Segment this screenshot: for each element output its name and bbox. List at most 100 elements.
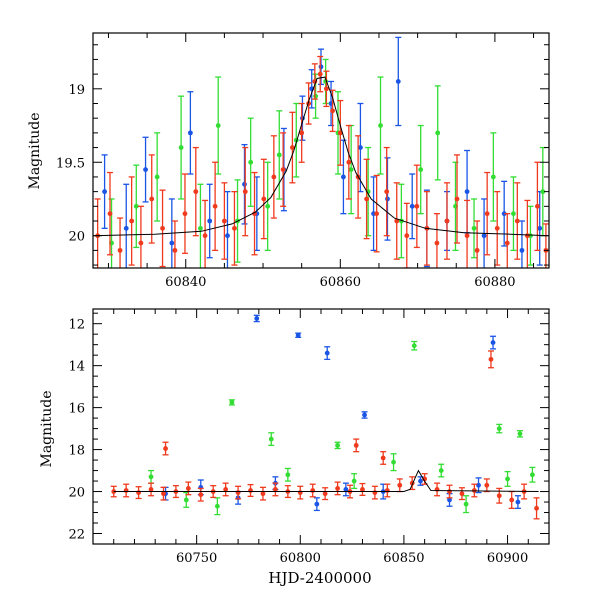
y-tick-label: 16 [68, 402, 85, 417]
blue-data-point [362, 412, 367, 418]
red-data-point [397, 482, 403, 488]
red-data-point [123, 488, 129, 493]
red-data-point [129, 218, 135, 224]
red-data-point [360, 487, 365, 492]
red-data-point [394, 218, 400, 224]
top-y-axis-label: Magnitude [27, 112, 43, 189]
red-data-point [260, 491, 266, 497]
red-data-point [280, 167, 286, 172]
blue-data-point [537, 225, 543, 231]
green-data-point [490, 174, 496, 180]
red-data-point [372, 490, 378, 495]
green-data-point [351, 478, 357, 484]
green-data-point [248, 159, 254, 165]
red-data-point [232, 225, 237, 231]
green-data-point [154, 174, 160, 180]
blue-data-point [501, 211, 507, 217]
blue-data-point [341, 174, 346, 180]
green-data-point [540, 189, 546, 195]
red-data-point [172, 247, 178, 253]
red-data-point [324, 86, 329, 92]
blue-data-point [242, 181, 247, 187]
top-panel-zoomed-light-curve: Magnitude 60840 60860 60880 19 19.5 20 [27, 32, 550, 290]
y-tick-label: 12 [68, 318, 85, 333]
green-data-point [178, 145, 184, 150]
bottom-y-axis-label: Magnitude [39, 390, 55, 467]
blue-data-point [447, 497, 452, 503]
x-tick-label: 60840 [165, 275, 206, 290]
red-data-point [271, 174, 277, 180]
model-curve [113, 469, 539, 492]
green-data-point [378, 123, 383, 128]
y-tick-label: 20 [68, 230, 85, 245]
x-tick-label: 60860 [320, 275, 361, 290]
plot-data-area [93, 36, 549, 268]
red-data-point [242, 189, 248, 195]
red-data-point [488, 356, 494, 362]
blue-data-point [358, 145, 363, 150]
blue-data-point [385, 196, 390, 202]
green-data-point [505, 476, 510, 482]
x-tick-label: 60750 [176, 551, 217, 566]
plot-data-area [110, 314, 540, 520]
red-data-point [422, 476, 428, 482]
red-data-point [384, 189, 390, 195]
red-data-point [444, 218, 450, 224]
red-series [94, 55, 549, 268]
blue-data-point [143, 167, 148, 172]
red-data-point [335, 485, 340, 491]
y-tick-label: 14 [68, 360, 85, 375]
green-data-point [148, 474, 154, 480]
y-tick-label: 18 [68, 444, 85, 459]
red-data-point [198, 492, 204, 498]
x-tick-label: 60800 [280, 551, 321, 566]
green-data-point [285, 472, 291, 478]
blue-data-point [314, 501, 320, 507]
red-data-point [163, 446, 168, 451]
y-tick-label: 19.5 [56, 156, 85, 171]
red-data-point [248, 488, 253, 493]
red-data-point [223, 487, 229, 492]
x-tick-label: 60850 [383, 551, 424, 566]
green-data-point [313, 93, 318, 99]
green-series [148, 340, 536, 516]
red-data-point [148, 487, 154, 492]
red-data-point [504, 240, 510, 246]
y-tick-label: 20 [68, 486, 85, 501]
red-data-point [434, 240, 440, 246]
red-data-point [261, 196, 267, 202]
green-data-point [183, 497, 189, 503]
red-data-point [117, 247, 123, 253]
red-data-point [149, 196, 155, 202]
x-tick-label: 60900 [487, 551, 528, 566]
red-data-point [380, 455, 386, 461]
red-data-point [534, 505, 539, 511]
green-data-point [411, 343, 417, 349]
y-tick-label: 19 [68, 83, 85, 98]
blue-data-point [102, 189, 107, 195]
green-data-point [276, 152, 282, 158]
blue-data-point [519, 247, 525, 253]
blue-data-point [187, 130, 193, 136]
red-data-point [454, 196, 460, 202]
red-data-point [353, 442, 359, 448]
red-data-point [138, 240, 144, 246]
blue-data-point [254, 316, 260, 321]
green-data-point [268, 436, 274, 442]
red-data-point [459, 491, 465, 497]
red-data-point [185, 485, 191, 491]
red-data-point [310, 488, 316, 493]
green-series [108, 58, 546, 268]
green-data-point [335, 442, 340, 448]
blue-data-point [490, 340, 496, 345]
blue-data-point [169, 240, 175, 246]
blue-series [162, 314, 521, 512]
red-data-point [474, 247, 480, 253]
blue-data-point [343, 487, 349, 492]
red-data-point [374, 211, 380, 217]
green-data-point [215, 123, 221, 128]
bottom-panel-full-light-curve: Magnitude HJD-2400000 60750 60800 60850 609… [39, 308, 550, 587]
plot-frame [92, 32, 550, 269]
red-data-point [494, 225, 500, 231]
